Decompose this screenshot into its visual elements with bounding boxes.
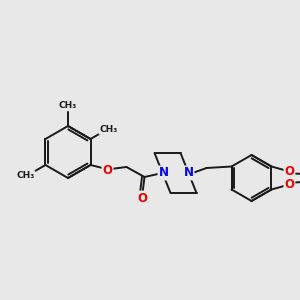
Text: N: N — [158, 167, 169, 179]
Text: N: N — [184, 167, 194, 179]
Text: O: O — [284, 165, 294, 178]
Text: O: O — [137, 191, 148, 205]
Text: O: O — [103, 164, 112, 176]
Text: O: O — [284, 178, 294, 191]
Text: CH₃: CH₃ — [59, 101, 77, 110]
Text: CH₃: CH₃ — [16, 171, 34, 180]
Text: CH₃: CH₃ — [99, 125, 118, 134]
